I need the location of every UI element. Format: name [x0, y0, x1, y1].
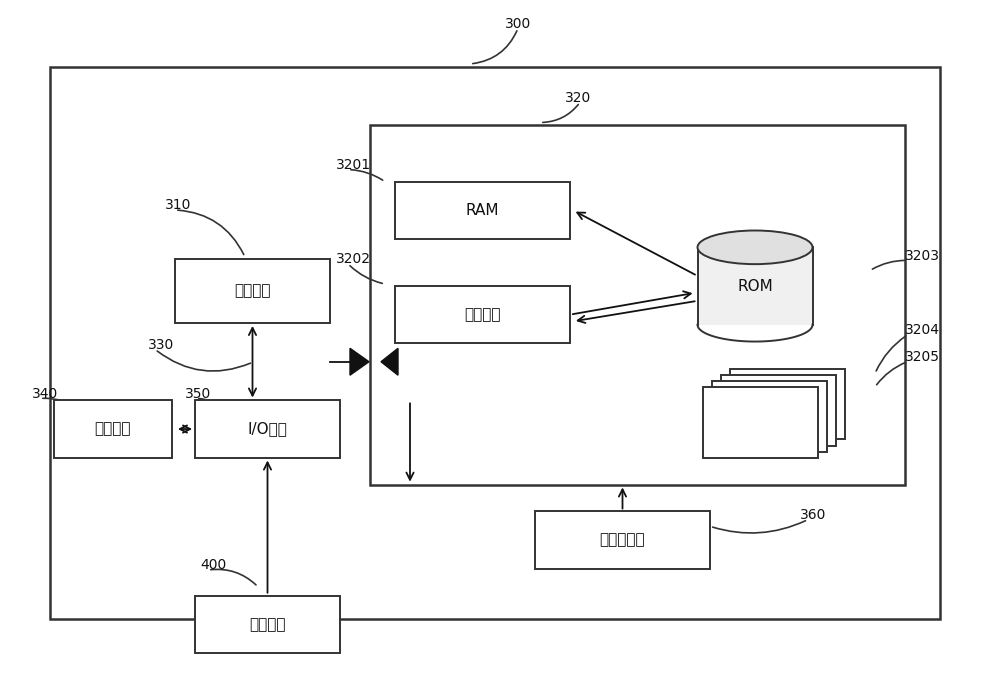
Text: 处理单元: 处理单元: [234, 283, 271, 299]
Bar: [720, 375, 836, 446]
Bar: [698, 248, 812, 325]
Text: 310: 310: [165, 199, 191, 212]
Text: 3205: 3205: [905, 350, 940, 363]
Text: 320: 320: [565, 91, 591, 104]
Bar: [395, 286, 570, 343]
Text: 360: 360: [800, 508, 826, 522]
Bar: [702, 387, 818, 458]
Text: 330: 330: [148, 338, 174, 351]
Polygon shape: [381, 349, 398, 376]
Text: 外部设备: 外部设备: [249, 616, 286, 632]
Text: 网络适配器: 网络适配器: [600, 532, 645, 548]
Bar: [195, 596, 340, 653]
Text: ROM: ROM: [737, 279, 773, 293]
Bar: [712, 381, 826, 452]
Bar: [195, 400, 340, 458]
Text: 显示单元: 显示单元: [95, 421, 131, 437]
Bar: [535, 511, 710, 569]
Bar: [175, 259, 330, 323]
Ellipse shape: [698, 231, 812, 264]
Bar: [395, 182, 570, 239]
Text: RAM: RAM: [466, 203, 499, 218]
Bar: [370, 125, 905, 485]
Text: 3201: 3201: [336, 158, 371, 172]
Text: 340: 340: [32, 387, 58, 400]
Text: 300: 300: [505, 17, 531, 30]
Polygon shape: [350, 349, 369, 376]
Text: 350: 350: [185, 387, 211, 400]
Bar: [54, 400, 172, 458]
Text: I/O接口: I/O接口: [248, 421, 287, 437]
Text: 3203: 3203: [905, 249, 940, 262]
Text: 3204: 3204: [905, 323, 940, 336]
Bar: [50, 67, 940, 619]
Text: 高速缓存: 高速缓存: [464, 307, 501, 322]
Bar: [730, 369, 844, 439]
Text: 400: 400: [200, 559, 226, 572]
Text: 3202: 3202: [336, 252, 371, 266]
